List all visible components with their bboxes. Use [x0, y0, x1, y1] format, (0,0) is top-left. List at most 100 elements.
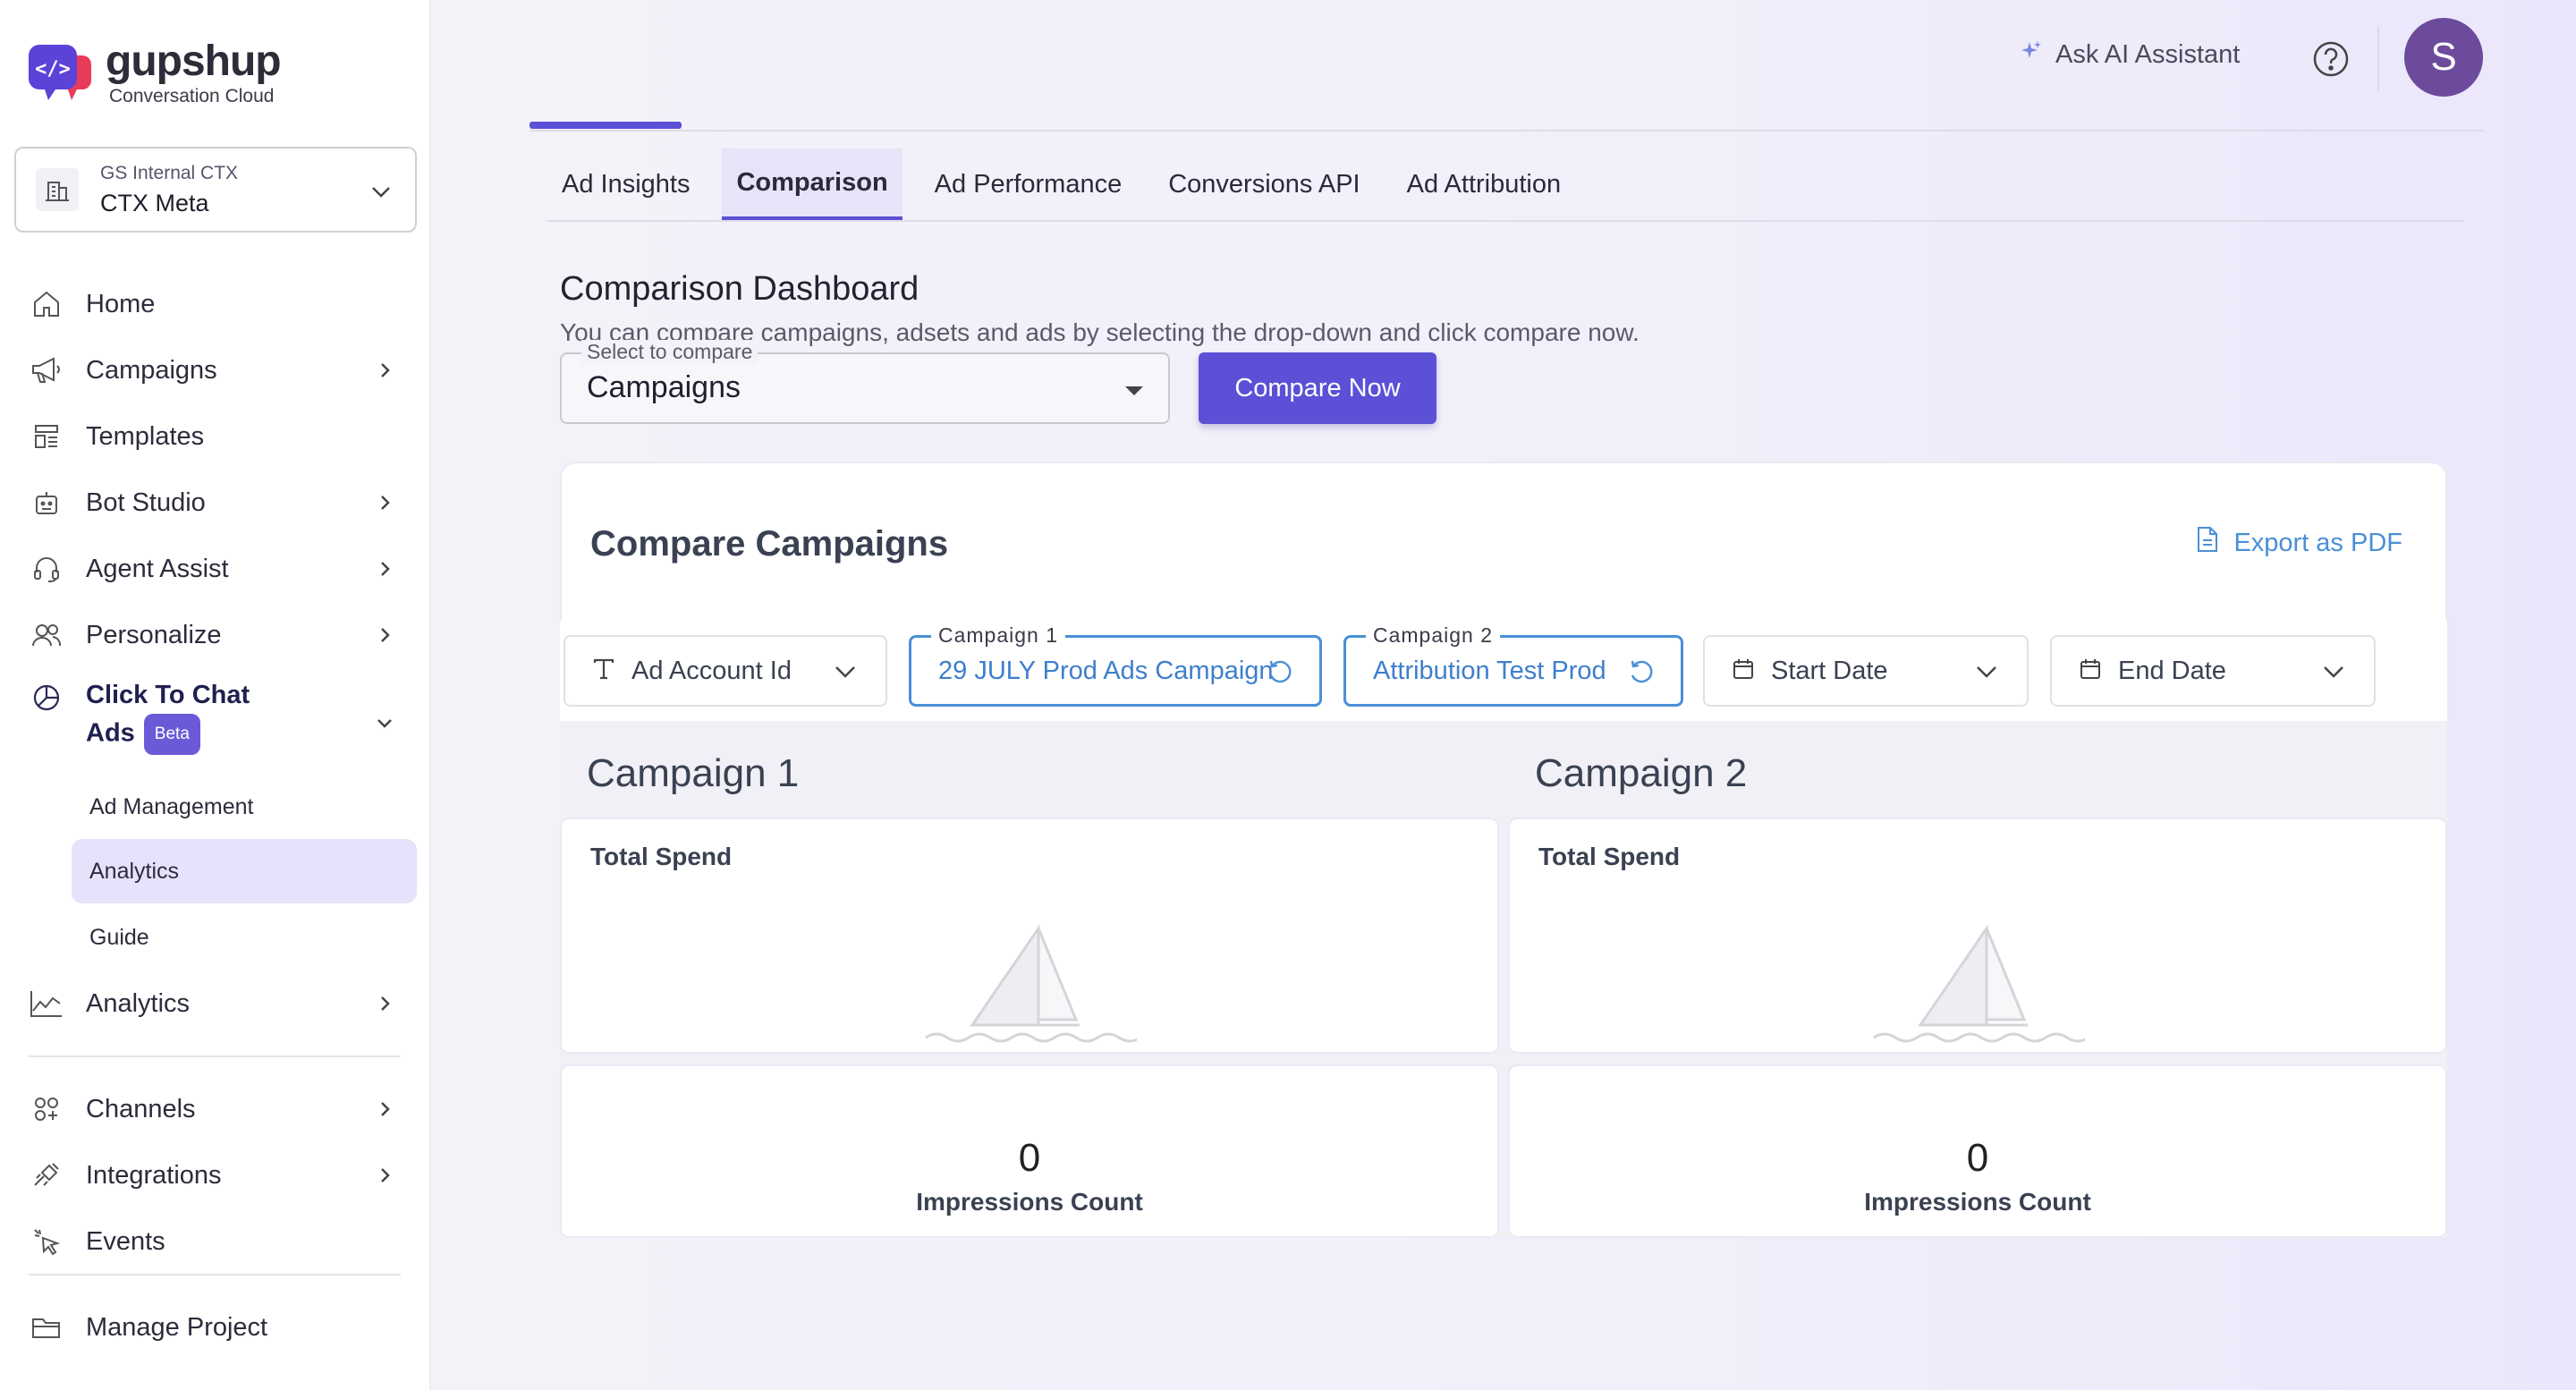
end-date-filter[interactable]: End Date	[2050, 635, 2376, 707]
tab-ad-insights[interactable]: Ad Insights	[562, 169, 691, 199]
campaign-2-filter[interactable]: Campaign 2 Attribution Test Prod	[1343, 623, 1683, 707]
nav-click-to-chat-ads[interactable]: Click To Chat Ads Beta	[29, 676, 404, 757]
start-date-filter[interactable]: Start Date	[1703, 635, 2029, 707]
refresh-icon[interactable]	[1627, 657, 1656, 691]
svg-text:</>: </>	[35, 58, 71, 81]
beta-badge: Beta	[143, 714, 200, 755]
sub-nav-analytics[interactable]: Analytics	[72, 839, 417, 903]
megaphone-icon	[29, 352, 64, 388]
nav-manage-project[interactable]: Manage Project	[29, 1301, 404, 1354]
compare-card-header: Compare Campaigns Export as PDF	[560, 462, 2447, 621]
campaign-1-legend: Campaign 1	[931, 623, 1066, 648]
chevron-right-icon	[374, 624, 395, 650]
campaign-1-impressions-panel: 0 Impressions Count	[560, 1064, 1499, 1238]
select-legend: Select to compare	[581, 340, 758, 364]
ask-ai-label: Ask AI Assistant	[2055, 39, 2241, 69]
chevron-right-icon	[374, 1165, 395, 1191]
campaign-1-column-title: Campaign 1	[587, 751, 800, 795]
header-rule-accent	[530, 122, 682, 129]
tab-conversions-api[interactable]: Conversions API	[1168, 169, 1360, 199]
end-date-label: End Date	[2118, 656, 2226, 685]
folder-icon	[29, 1309, 64, 1345]
tab-bar: Ad Insights Comparison Ad Performance Co…	[547, 148, 1593, 220]
gupshup-logo-icon: </>	[27, 39, 95, 107]
nav-channels[interactable]: Channels	[29, 1082, 404, 1136]
compare-now-button[interactable]: Compare Now	[1199, 352, 1436, 424]
tab-comparison[interactable]: Comparison	[722, 148, 902, 220]
nav-home[interactable]: Home	[29, 277, 404, 331]
export-pdf-button[interactable]: Export as PDF	[2196, 526, 2402, 560]
nav-ads-label: Ads	[86, 718, 135, 748]
brand-name: gupshup	[106, 38, 282, 85]
total-spend-title: Total Spend	[590, 843, 733, 870]
nav-templates-label: Templates	[86, 421, 205, 451]
campaign-2-impressions-panel: 0 Impressions Count	[1508, 1064, 2447, 1238]
nav-analytics-label: Analytics	[86, 988, 191, 1018]
nav-integrations[interactable]: Integrations	[29, 1148, 404, 1202]
campaign-2-column-title: Campaign 2	[1535, 751, 1748, 795]
impressions-label: Impressions Count	[1864, 1188, 2091, 1216]
nav-analytics[interactable]: Analytics	[29, 977, 404, 1030]
nav-personalize-label: Personalize	[86, 620, 222, 649]
sparkle-icon	[2020, 39, 2043, 70]
nav-divider	[29, 1274, 401, 1276]
chevron-right-icon	[374, 492, 395, 518]
compare-type-select[interactable]: Select to compare Campaigns	[560, 340, 1170, 424]
nav-templates[interactable]: Templates	[29, 410, 404, 463]
filter-row: Ad Account Id Campaign 1 29 JULY Prod Ad…	[560, 621, 2447, 721]
chevron-down-icon	[374, 712, 395, 738]
project-selector[interactable]: GS Internal CTX CTX Meta	[14, 147, 417, 233]
chart-pie-icon	[29, 680, 64, 716]
cursor-click-icon	[29, 1224, 64, 1259]
project-org: GS Internal CTX	[100, 162, 239, 183]
campaign-1-value: 29 JULY Prod Ads Campaign	[938, 656, 1274, 685]
export-pdf-label: Export as PDF	[2233, 528, 2402, 557]
building-icon	[36, 168, 79, 211]
campaign-1-spend-panel: Total Spend	[560, 818, 1499, 1054]
nav-campaigns[interactable]: Campaigns	[29, 343, 404, 397]
campaign-2-value: Attribution Test Prod	[1373, 656, 1606, 685]
comparison-columns: Campaign 1 Campaign 2 Total Spend Total …	[560, 721, 2447, 1238]
user-avatar[interactable]: S	[2404, 18, 2483, 97]
line-chart-icon	[29, 986, 64, 1021]
help-icon[interactable]	[2311, 39, 2351, 79]
chevron-down-icon	[832, 658, 859, 690]
impressions-value: 0	[1966, 1136, 1989, 1180]
nav-events-label: Events	[86, 1226, 165, 1256]
nav-channels-label: Channels	[86, 1094, 196, 1123]
nav-bot-studio[interactable]: Bot Studio	[29, 476, 404, 530]
chevron-right-icon	[374, 558, 395, 584]
ask-ai-assistant-button[interactable]: Ask AI Assistant	[2020, 39, 2240, 70]
card-title: Compare Campaigns	[590, 524, 949, 564]
chevron-right-icon	[374, 1098, 395, 1124]
ad-account-filter[interactable]: Ad Account Id	[564, 635, 887, 707]
sidebar: </> gupshup Conversation Cloud GS Intern…	[0, 0, 431, 1390]
plug-icon	[29, 1157, 64, 1193]
sub-nav-guide[interactable]: Guide	[89, 924, 149, 950]
brand-tagline: Conversation Cloud	[109, 86, 275, 106]
nav-divider	[29, 1055, 401, 1057]
chevron-down-icon	[1973, 658, 2000, 690]
campaign-1-filter[interactable]: Campaign 1 29 JULY Prod Ads Campaign	[909, 623, 1322, 707]
refresh-icon[interactable]	[1266, 657, 1294, 691]
home-icon	[29, 286, 64, 322]
nav-integrations-label: Integrations	[86, 1160, 222, 1190]
nav-agent-assist[interactable]: Agent Assist	[29, 542, 404, 596]
text-type-icon	[592, 657, 615, 685]
nav-events[interactable]: Events	[29, 1215, 404, 1268]
chevron-down-icon	[2320, 658, 2347, 690]
nav-campaigns-label: Campaigns	[86, 355, 217, 385]
chevron-right-icon	[374, 360, 395, 386]
tab-ad-performance[interactable]: Ad Performance	[934, 169, 1123, 199]
nav-home-label: Home	[86, 289, 156, 318]
bot-icon	[29, 485, 64, 521]
brand-logo[interactable]: </> gupshup Conversation Cloud	[27, 38, 282, 107]
empty-state-boat-icon	[922, 920, 1141, 1049]
page-title: Comparison Dashboard	[560, 270, 919, 308]
tab-ad-attribution[interactable]: Ad Attribution	[1406, 169, 1562, 199]
nav-click-to-chat-label: Click To Chat	[86, 681, 250, 709]
select-value: Campaigns	[587, 370, 741, 404]
ad-account-label: Ad Account Id	[631, 656, 792, 685]
nav-personalize[interactable]: Personalize	[29, 608, 404, 662]
sub-nav-ad-management[interactable]: Ad Management	[89, 793, 254, 819]
